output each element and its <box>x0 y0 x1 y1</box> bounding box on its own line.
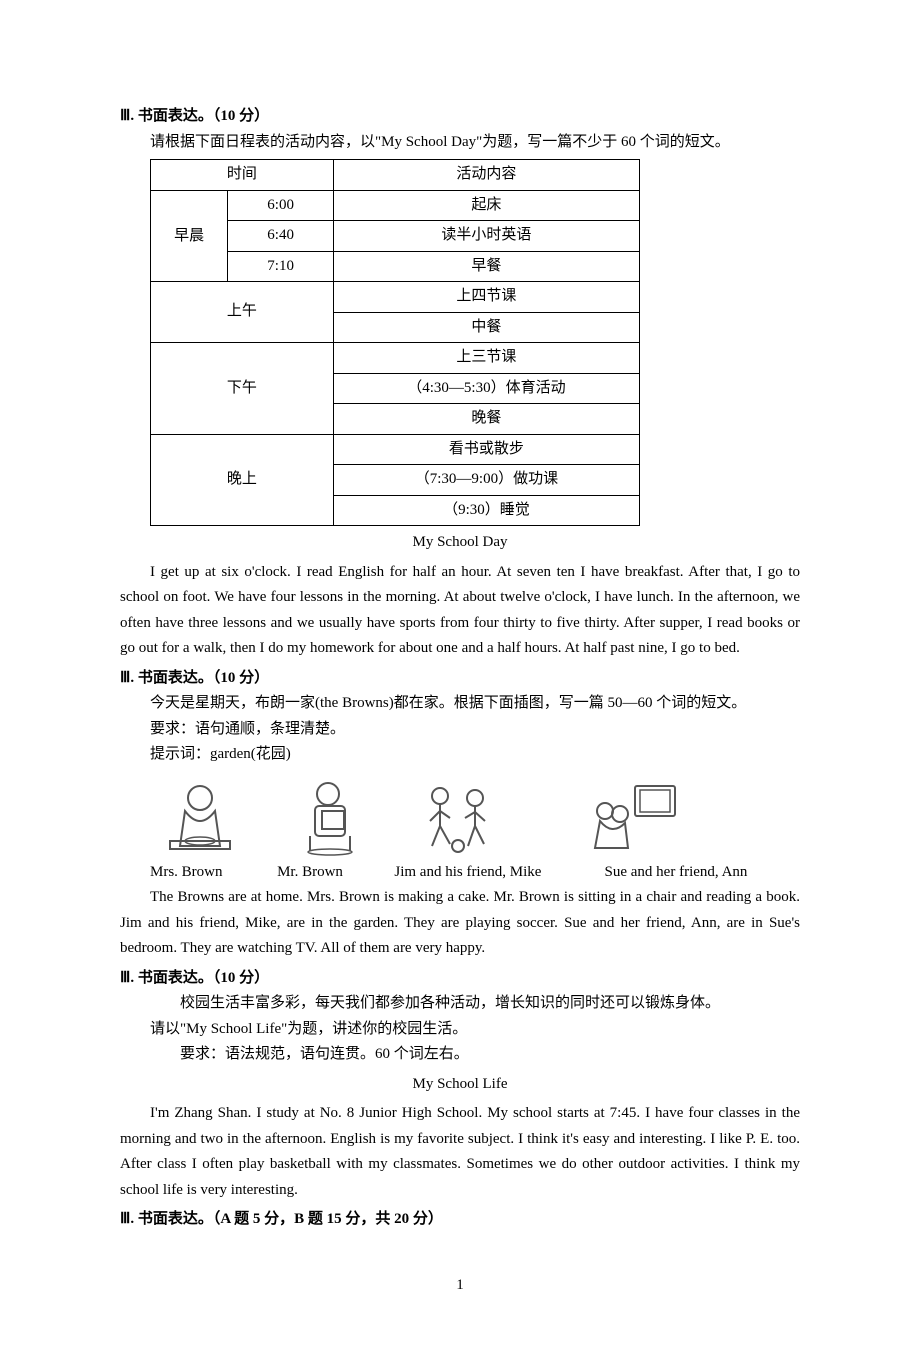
schedule-table: 时间 活动内容 早晨 6:00 起床 6:40 读半小时英语 7:10 早餐 上… <box>150 159 640 526</box>
essay-body: The Browns are at home. Mrs. Brown is ma… <box>120 885 800 962</box>
activity-cell: （4:30—5:30）体育活动 <box>333 373 639 404</box>
activity-cell: （9:30）睡觉 <box>333 495 639 526</box>
essay-title: My School Day <box>120 530 800 556</box>
section-4: Ⅲ. 书面表达。（A 题 5 分，B 题 15 分，共 20 分） <box>120 1207 800 1233</box>
section-2: Ⅲ. 书面表达。（10 分） 今天是星期天，布朗一家(the Browns)都在… <box>120 666 800 962</box>
section-3: Ⅲ. 书面表达。（10 分） 校园生活丰富多彩，每天我们都参加各种活动，增长知识… <box>120 966 800 1204</box>
section-prompt: 请以"My School Life"为题，讲述你的校园生活。 <box>120 1017 800 1043</box>
section-1: Ⅲ. 书面表达。（10 分） 请根据下面日程表的活动内容，以"My School… <box>120 104 800 662</box>
time-cell: 6:40 <box>228 221 334 252</box>
illustration-sue-ann <box>580 776 680 856</box>
section-title: Ⅲ. 书面表达。（10 分） <box>120 104 800 130</box>
section-title: Ⅲ. 书面表达。（A 题 5 分，B 题 15 分，共 20 分） <box>120 1207 800 1233</box>
illustration-mrs-brown <box>150 776 250 856</box>
morning-label: 早晨 <box>151 190 228 282</box>
header-activity: 活动内容 <box>333 160 639 191</box>
header-time: 时间 <box>151 160 334 191</box>
illustration-mr-brown <box>280 776 380 856</box>
activity-cell: 起床 <box>333 190 639 221</box>
section-hint: 提示词：garden(花园) <box>120 742 800 768</box>
section-prompt: 校园生活丰富多彩，每天我们都参加各种活动，增长知识的同时还可以锻炼身体。 <box>120 991 800 1017</box>
illustration-jim-mike <box>410 776 510 856</box>
caption: Jim and his friend, Mike <box>394 860 604 886</box>
am-label: 上午 <box>151 282 334 343</box>
time-cell: 6:00 <box>228 190 334 221</box>
activity-cell: 看书或散步 <box>333 434 639 465</box>
time-cell: 7:10 <box>228 251 334 282</box>
captions-row: Mrs. Brown Mr. Brown Jim and his friend,… <box>150 860 800 886</box>
section-req: 要求：语句通顺，条理清楚。 <box>120 717 800 743</box>
essay-body: I'm Zhang Shan. I study at No. 8 Junior … <box>120 1101 800 1203</box>
activity-cell: （7:30—9:00）做功课 <box>333 465 639 496</box>
activity-cell: 读半小时英语 <box>333 221 639 252</box>
section-title: Ⅲ. 书面表达。（10 分） <box>120 666 800 692</box>
activity-cell: 上四节课 <box>333 282 639 313</box>
activity-cell: 早餐 <box>333 251 639 282</box>
activity-cell: 上三节课 <box>333 343 639 374</box>
eve-label: 晚上 <box>151 434 334 526</box>
activity-cell: 晚餐 <box>333 404 639 435</box>
caption: Sue and her friend, Ann <box>605 860 800 886</box>
section-prompt: 今天是星期天，布朗一家(the Browns)都在家。根据下面插图，写一篇 50… <box>120 691 800 717</box>
pm-label: 下午 <box>151 343 334 435</box>
illustrations-row <box>150 776 800 856</box>
caption: Mrs. Brown <box>150 860 277 886</box>
section-prompt: 请根据下面日程表的活动内容，以"My School Day"为题，写一篇不少于 … <box>120 130 800 156</box>
page-number: 1 <box>120 1273 800 1299</box>
activity-cell: 中餐 <box>333 312 639 343</box>
section-req: 要求：语法规范，语句连贯。60 个词左右。 <box>120 1042 800 1068</box>
essay-title: My School Life <box>120 1072 800 1098</box>
caption: Mr. Brown <box>277 860 394 886</box>
section-title: Ⅲ. 书面表达。（10 分） <box>120 966 800 992</box>
essay-body: I get up at six o'clock. I read English … <box>120 560 800 662</box>
